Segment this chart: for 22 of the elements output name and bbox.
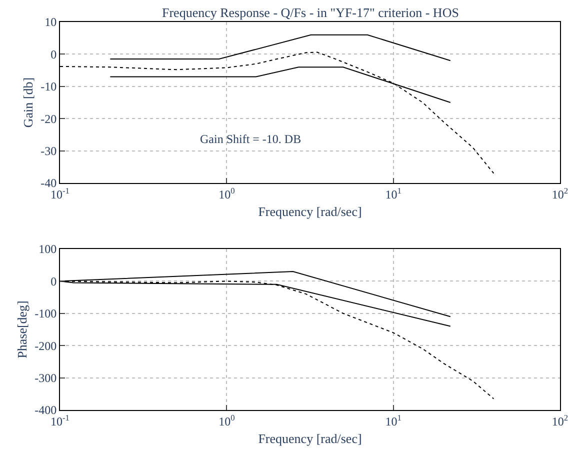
x-tick-label: 10$^{2}$ [552,413,568,428]
y-tick-label: -300 [34,371,57,385]
y-tick-label: -10 [40,80,57,94]
chart-title: Frequency Response - Q/Fs - in "YF-17" criterion - HOS [162,5,459,20]
y-tick-label: -200 [34,338,57,353]
annotation: Gain Shift = -10. DB [200,132,302,146]
y-tick-label: -30 [40,144,57,158]
y-axis-title: Phase[deg] [14,300,30,358]
x-axis-title: Frequency [rad/sec] [258,204,362,220]
y-tick-label: -100 [34,306,57,321]
x-tick-label: 10$^{1}$ [385,413,402,428]
x-tick-label: 10$^{1}$ [385,186,402,202]
y-axis-title: Gain [db] [20,77,36,128]
x-tick-label: 10$^{0}$ [218,413,235,428]
y-tick-label: 100 [38,242,57,256]
x-axis-title: Frequency [rad/sec] [258,431,362,446]
y-tick-label: 0 [50,274,57,288]
y-tick-label: 10 [44,15,57,30]
x-tick-label: 10$^{0}$ [218,186,235,202]
y-tick-label: 0 [50,47,57,62]
x-tick-label: 10$^{2}$ [552,186,568,202]
y-tick-label: -20 [40,112,57,126]
